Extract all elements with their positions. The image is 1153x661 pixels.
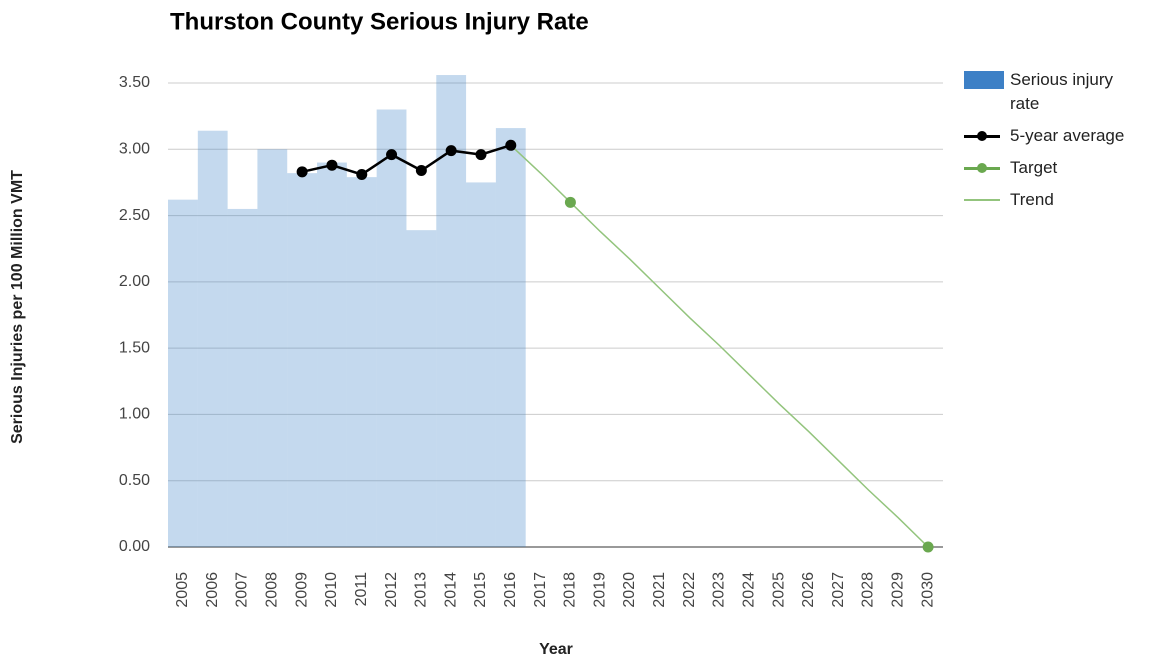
x-tick-label: 2023 bbox=[711, 572, 728, 608]
x-tick-label: 2029 bbox=[890, 572, 907, 608]
x-tick-label: 2027 bbox=[830, 572, 847, 608]
average-point bbox=[296, 166, 308, 178]
y-tick-label: 1.00 bbox=[119, 406, 150, 423]
x-tick-label: 2026 bbox=[800, 572, 817, 608]
average-point bbox=[415, 164, 427, 176]
bar bbox=[406, 230, 437, 547]
trend-line bbox=[510, 144, 929, 548]
x-tick-label: 2013 bbox=[413, 572, 430, 608]
x-tick-label: 2015 bbox=[472, 572, 489, 608]
x-tick-label: 2007 bbox=[234, 572, 251, 608]
legend: Serious injury rate 5-year average Target T… bbox=[964, 68, 1149, 220]
x-tick-label: 2006 bbox=[204, 572, 221, 608]
bar bbox=[287, 173, 318, 548]
y-tick-label: 0.50 bbox=[119, 472, 150, 489]
y-tick-label: 3.00 bbox=[119, 141, 150, 158]
bar bbox=[227, 208, 258, 547]
x-tick-label: 2021 bbox=[651, 572, 668, 608]
bar bbox=[495, 128, 526, 547]
x-axis-title: Year bbox=[539, 641, 573, 658]
x-tick-label: 2010 bbox=[323, 572, 340, 608]
bar bbox=[257, 149, 288, 548]
legend-label: 5-year average bbox=[1010, 126, 1125, 145]
y-tick-label: 3.50 bbox=[119, 74, 150, 91]
target-point bbox=[922, 541, 934, 553]
x-tick-label: 2020 bbox=[621, 572, 638, 608]
legend-swatch bbox=[964, 71, 1004, 89]
legend-label: Serious injury rate bbox=[1010, 70, 1113, 113]
legend-item: Target bbox=[964, 156, 1140, 180]
legend-item: Trend bbox=[964, 188, 1140, 212]
y-tick-label: 0.00 bbox=[119, 538, 150, 555]
bar bbox=[376, 109, 407, 547]
legend-dot bbox=[977, 163, 987, 173]
y-tick-label: 2.00 bbox=[119, 273, 150, 290]
legend-line bbox=[964, 199, 1000, 201]
x-tick-label: 2018 bbox=[562, 572, 579, 608]
x-tick-label: 2019 bbox=[591, 572, 608, 608]
bar bbox=[317, 162, 347, 548]
x-tick-label: 2009 bbox=[293, 572, 310, 608]
x-tick-label: 2012 bbox=[383, 572, 400, 608]
x-tick-label: 2030 bbox=[919, 572, 936, 608]
legend-label: Target bbox=[1010, 158, 1058, 177]
chart-title: Thurston County Serious Injury Rate bbox=[170, 8, 589, 35]
x-tick-label: 2005 bbox=[174, 572, 191, 608]
x-tick-label: 2016 bbox=[502, 572, 519, 608]
target-point bbox=[564, 196, 576, 208]
x-tick-label: 2011 bbox=[353, 572, 370, 607]
x-tick-label: 2028 bbox=[860, 572, 877, 608]
bar bbox=[466, 182, 496, 547]
y-axis-title: Serious Injuries per 100 Million VMT bbox=[9, 170, 26, 444]
x-tick-label: 2025 bbox=[770, 572, 787, 608]
x-tick-label: 2017 bbox=[532, 572, 549, 608]
bar bbox=[197, 130, 228, 547]
average-point bbox=[326, 159, 338, 171]
bar bbox=[168, 199, 198, 548]
average-point bbox=[505, 139, 517, 151]
average-point bbox=[386, 149, 398, 161]
y-tick-label: 2.50 bbox=[119, 207, 150, 224]
average-point bbox=[475, 149, 487, 161]
x-tick-label: 2022 bbox=[681, 572, 698, 608]
legend-label: Trend bbox=[1010, 190, 1054, 209]
x-tick-label: 2008 bbox=[264, 572, 281, 608]
x-tick-label: 2024 bbox=[740, 572, 757, 608]
legend-item: 5-year average bbox=[964, 124, 1140, 148]
bar bbox=[346, 177, 377, 547]
average-point bbox=[356, 168, 368, 180]
x-tick-label: 2014 bbox=[442, 572, 459, 608]
average-point bbox=[445, 145, 457, 157]
y-tick-label: 1.50 bbox=[119, 339, 150, 356]
legend-item: Serious injury rate bbox=[964, 68, 1140, 116]
legend-dot bbox=[977, 131, 987, 141]
